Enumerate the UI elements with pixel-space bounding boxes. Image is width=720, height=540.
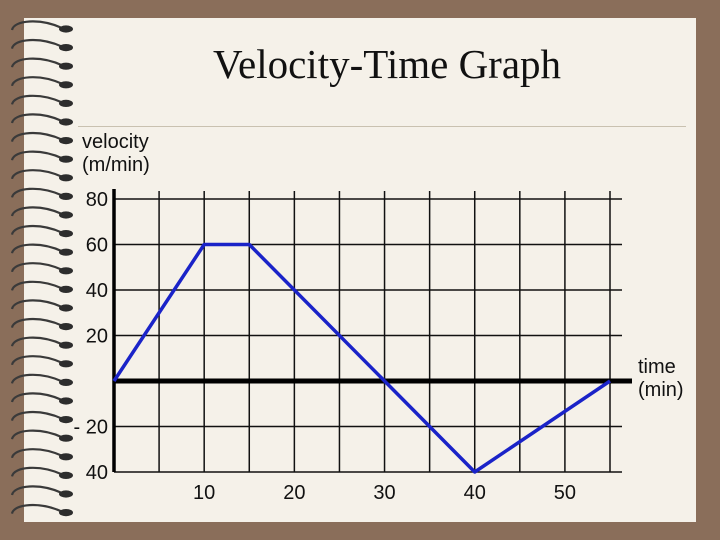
binding-hole (59, 304, 73, 312)
x-tick-label: 50 (554, 482, 576, 504)
y-tick-label: 20 (86, 326, 108, 348)
y-tick-label: 80 (86, 189, 108, 211)
binding-hole (59, 25, 73, 33)
binding-hole (59, 471, 73, 479)
binding-ring (10, 225, 63, 236)
binding-hole (59, 267, 73, 275)
binding-ring (10, 318, 63, 329)
binding-hole (59, 44, 73, 52)
binding-ring (10, 243, 63, 254)
x-axis-label-line1: time (638, 356, 676, 378)
binding-hole (59, 416, 73, 424)
y-axis-label-line1: velocity (82, 131, 149, 153)
slide-background (24, 18, 696, 522)
binding-ring (10, 132, 63, 143)
binding-hole (59, 137, 73, 145)
slide-title: Velocity-Time Graph (212, 41, 562, 87)
binding-hole (59, 248, 73, 256)
binding-hole (59, 490, 73, 498)
y-tick-label: 60 (86, 235, 108, 257)
binding-hole (59, 118, 73, 126)
y-axis-label-line2: (m/min) (82, 154, 150, 176)
y-tick-label: - 20 (74, 417, 108, 439)
binding-hole (59, 99, 73, 107)
binding-ring (10, 392, 63, 403)
binding-ring (10, 20, 63, 31)
binding-ring (10, 169, 63, 180)
binding-ring (10, 280, 63, 291)
binding-hole (59, 508, 73, 517)
binding-hole (59, 434, 73, 442)
binding-ring (10, 262, 63, 273)
x-axis-label-line2: (min) (638, 379, 684, 401)
x-tick-label: 30 (373, 482, 395, 504)
title-divider (78, 126, 686, 127)
binding-ring (10, 355, 63, 366)
binding-hole (59, 211, 73, 219)
binding-ring (10, 206, 63, 217)
binding-ring (10, 150, 63, 161)
binding-hole (59, 192, 73, 200)
binding-hole (59, 378, 73, 386)
binding-ring (10, 504, 63, 515)
y-axis-label: velocity (m/min) (82, 131, 150, 177)
binding-hole (59, 341, 73, 349)
binding-ring (10, 485, 63, 496)
binding-hole (59, 360, 73, 368)
binding-ring (10, 57, 63, 68)
y-tick-label: 40 (86, 462, 108, 484)
binding-ring (10, 448, 63, 459)
binding-ring (10, 429, 63, 440)
x-tick-label: 10 (193, 482, 215, 504)
y-tick-label: 40 (86, 280, 108, 302)
binding-hole (59, 174, 73, 182)
binding-ring (10, 411, 63, 422)
x-tick-label: 20 (283, 482, 305, 504)
binding-hole (59, 62, 73, 70)
binding-hole (59, 230, 73, 238)
x-axis-label: time (min) (638, 356, 684, 402)
binding-ring (10, 113, 63, 124)
binding-hole (59, 453, 73, 461)
binding-ring (10, 39, 63, 50)
binding-hole (59, 323, 73, 331)
binding-ring (10, 94, 63, 105)
velocity-line (112, 242, 611, 474)
binding-ring (10, 299, 63, 310)
binding-ring (10, 187, 63, 198)
binding-hole (59, 155, 73, 163)
binding-ring (10, 466, 63, 477)
binding-ring (10, 373, 63, 384)
binding-hole (59, 285, 73, 293)
spiral-binding (10, 20, 73, 517)
binding-hole (59, 81, 73, 89)
binding-ring (10, 76, 63, 87)
binding-hole (59, 397, 73, 405)
binding-ring (10, 336, 63, 347)
x-tick-label: 40 (464, 482, 486, 504)
